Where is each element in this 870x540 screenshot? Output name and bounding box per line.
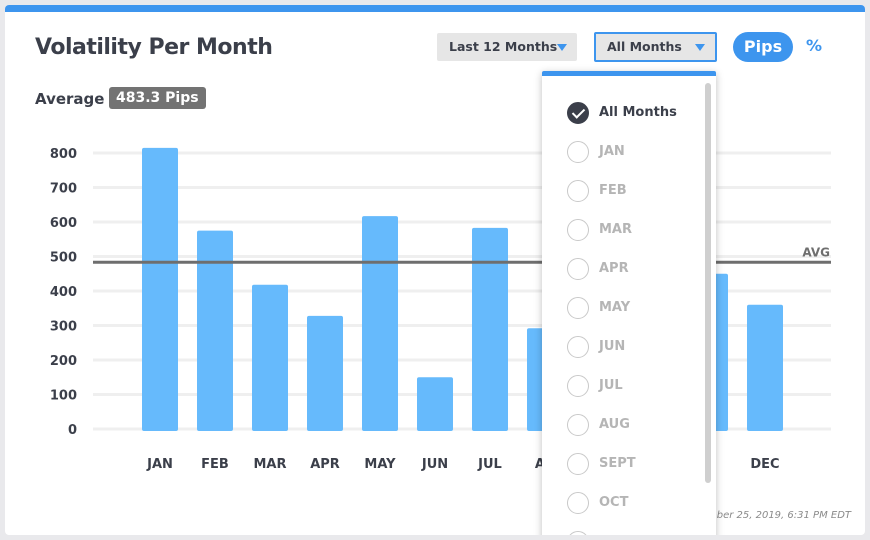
months-select-value: All Months xyxy=(607,39,682,54)
x-tick-label: JUN xyxy=(421,457,448,472)
bar-jul xyxy=(472,227,508,431)
month-option-oct[interactable]: OCT xyxy=(567,491,697,517)
bar-mar xyxy=(252,284,288,431)
radio-icon xyxy=(567,297,589,319)
x-tick-label: MAY xyxy=(364,457,396,472)
x-tick-label: APR xyxy=(310,457,340,472)
radio-icon xyxy=(567,375,589,397)
month-option-label: MAY xyxy=(599,300,631,315)
page-title: Volatility Per Month xyxy=(35,35,273,60)
radio-icon xyxy=(567,219,589,241)
volatility-card: Volatility Per Month Average 483.3 Pips … xyxy=(5,5,865,535)
month-option-may[interactable]: MAY xyxy=(567,296,697,322)
month-option-mar[interactable]: MAR xyxy=(567,218,697,244)
pips-button[interactable]: Pips xyxy=(733,32,793,62)
y-tick-label: 600 xyxy=(50,216,77,231)
checkmark-icon xyxy=(567,102,589,124)
month-option-label: OCT xyxy=(599,495,629,510)
radio-icon xyxy=(567,258,589,280)
x-tick-label: MAR xyxy=(253,457,286,472)
month-option-jul[interactable]: JUL xyxy=(567,374,697,400)
month-option-feb[interactable]: FEB xyxy=(567,179,697,205)
y-tick-label: 100 xyxy=(50,389,77,404)
month-option-sept[interactable]: SEPT xyxy=(567,452,697,478)
month-option-label: JUN xyxy=(599,339,626,354)
month-option-jan[interactable]: JAN xyxy=(567,140,697,166)
bar-jun xyxy=(417,377,453,431)
period-select-value: Last 12 Months xyxy=(449,39,558,54)
x-tick-label: FEB xyxy=(201,457,229,472)
y-tick-label: 300 xyxy=(50,320,77,335)
x-tick-label: DEC xyxy=(750,457,779,472)
month-option-jun[interactable]: JUN xyxy=(567,335,697,361)
card-accent-bar xyxy=(5,5,865,12)
month-option-label: NOV xyxy=(599,530,631,535)
radio-icon xyxy=(567,141,589,163)
month-option-label: FEB xyxy=(599,183,627,198)
month-option-label: MAR xyxy=(599,222,633,237)
x-tick-label: JUL xyxy=(477,457,502,472)
month-option-label: AUG xyxy=(599,417,630,432)
month-option-label: All Months xyxy=(599,105,677,120)
timestamp: ember 25, 2019, 6:31 PM EDT xyxy=(700,510,851,521)
volatility-bar-chart: 0 100 200 300 400 500 600 700 800 JAN FEB MAR APR MAY… xyxy=(50,147,831,472)
caret-down-icon xyxy=(557,44,567,51)
month-option-label: JUL xyxy=(599,378,623,393)
radio-icon xyxy=(567,414,589,436)
month-option-aug[interactable]: AUG xyxy=(567,413,697,439)
bar-jan xyxy=(142,147,178,431)
month-option-label: SEPT xyxy=(599,456,636,471)
y-tick-label: 0 xyxy=(68,423,77,438)
bar-may xyxy=(362,216,398,431)
y-tick-label: 500 xyxy=(50,251,77,266)
month-option-all-months[interactable]: All Months xyxy=(567,101,697,127)
months-select[interactable]: All Months xyxy=(594,32,717,62)
caret-down-icon xyxy=(695,44,705,51)
y-tick-label: 200 xyxy=(50,354,77,369)
y-tick-label: 400 xyxy=(50,285,77,300)
months-dropdown: All Months JAN FEB MAR APR MAY JUN JUL AUG SEPT OC… xyxy=(542,71,716,535)
period-select[interactable]: Last 12 Months xyxy=(437,33,577,61)
average-badge: 483.3 Pips xyxy=(109,87,206,109)
month-option-apr[interactable]: APR xyxy=(567,257,697,283)
average-line-label: AVG xyxy=(802,245,830,259)
month-option-nov[interactable]: NOV xyxy=(567,530,697,535)
radio-icon xyxy=(567,453,589,475)
radio-icon xyxy=(567,531,589,535)
y-tick-label: 800 xyxy=(50,147,77,162)
bar-apr xyxy=(307,315,343,431)
radio-icon xyxy=(567,180,589,202)
radio-icon xyxy=(567,336,589,358)
y-tick-label: 700 xyxy=(50,182,77,197)
x-tick-label: JAN xyxy=(146,457,173,472)
radio-icon xyxy=(567,492,589,514)
percent-button[interactable]: % xyxy=(806,36,823,55)
month-option-label: JAN xyxy=(599,144,625,159)
bar-feb xyxy=(197,230,233,431)
dropdown-scrollbar[interactable] xyxy=(705,83,711,483)
bar-dec xyxy=(747,304,783,431)
average-label: Average xyxy=(35,90,105,108)
dropdown-accent-bar xyxy=(542,71,716,76)
month-option-label: APR xyxy=(599,261,629,276)
